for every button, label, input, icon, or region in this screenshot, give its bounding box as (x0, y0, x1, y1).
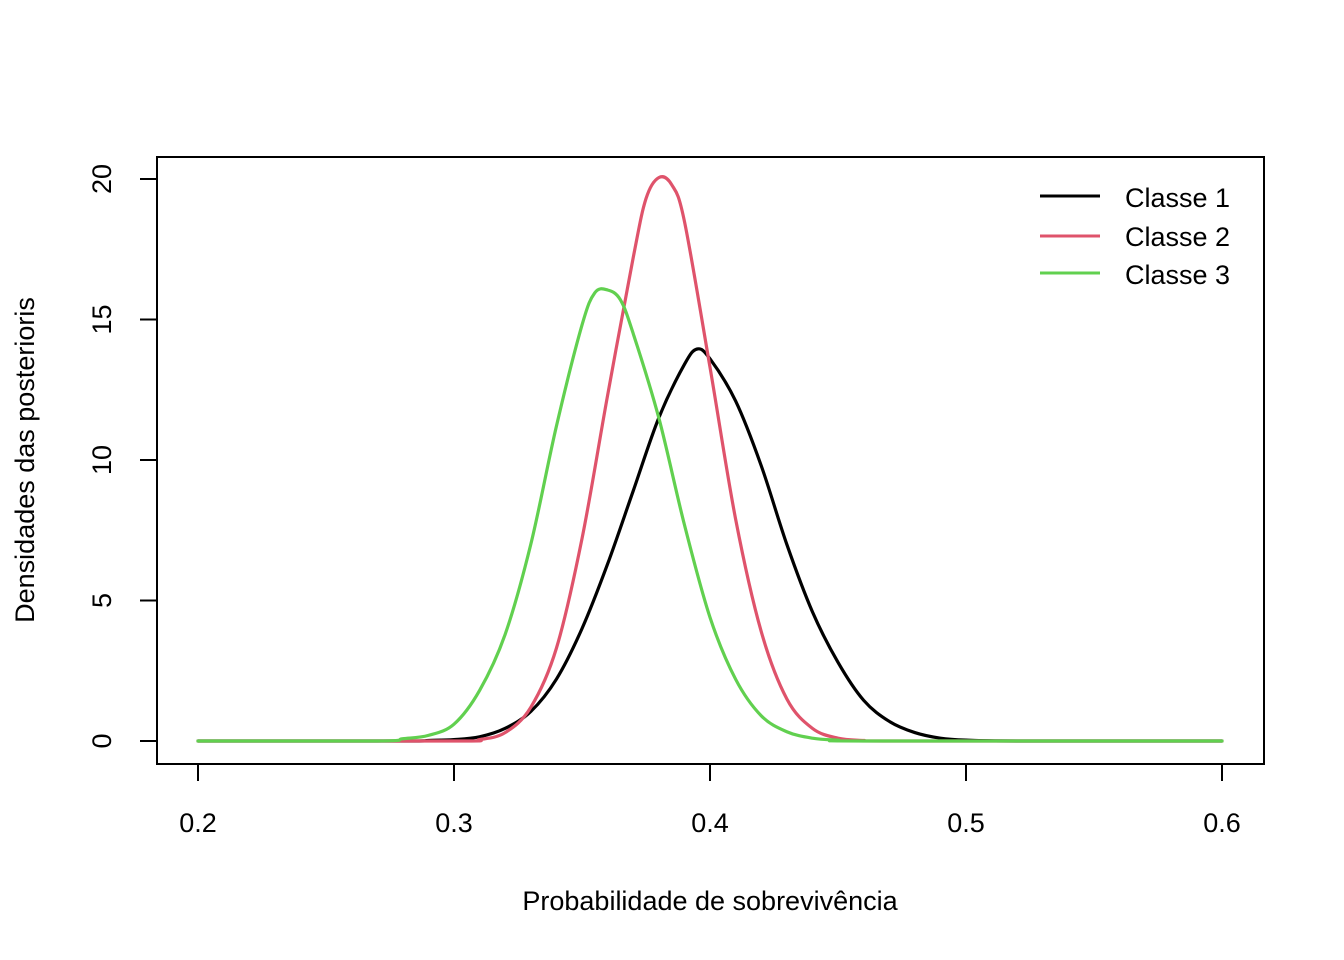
y-tick-label: 20 (87, 164, 117, 194)
x-tick-label: 0.3 (435, 808, 473, 838)
y-tick-label: 15 (87, 304, 117, 334)
x-tick-label: 0.5 (947, 808, 985, 838)
y-axis: 0 5 10 15 20 (87, 164, 158, 749)
x-tick-label: 0.6 (1203, 808, 1241, 838)
series-line-classe-2 (196, 175, 1224, 743)
legend-label-classe-1: Classe 1 (1125, 183, 1230, 213)
x-tick-label: 0.4 (691, 808, 729, 838)
series-layer (196, 175, 1224, 743)
legend-label-classe-3: Classe 3 (1125, 260, 1230, 290)
series-line-classe-3 (196, 287, 1224, 743)
y-tick-label: 10 (87, 445, 117, 475)
legend: Classe 1 Classe 2 Classe 3 (1040, 183, 1230, 290)
x-axis: 0.2 0.3 0.4 0.5 0.6 (179, 763, 1241, 838)
x-axis-label: Probabilidade de sobrevivência (522, 886, 898, 916)
y-axis-label: Densidades das posterioris (10, 297, 40, 623)
y-tick-label: 5 (87, 593, 117, 608)
plot-frame (156, 156, 1265, 765)
x-tick-label: 0.2 (179, 808, 217, 838)
series-line-classe-1 (196, 347, 1224, 743)
legend-label-classe-2: Classe 2 (1125, 222, 1230, 252)
y-tick-label: 0 (87, 733, 117, 748)
